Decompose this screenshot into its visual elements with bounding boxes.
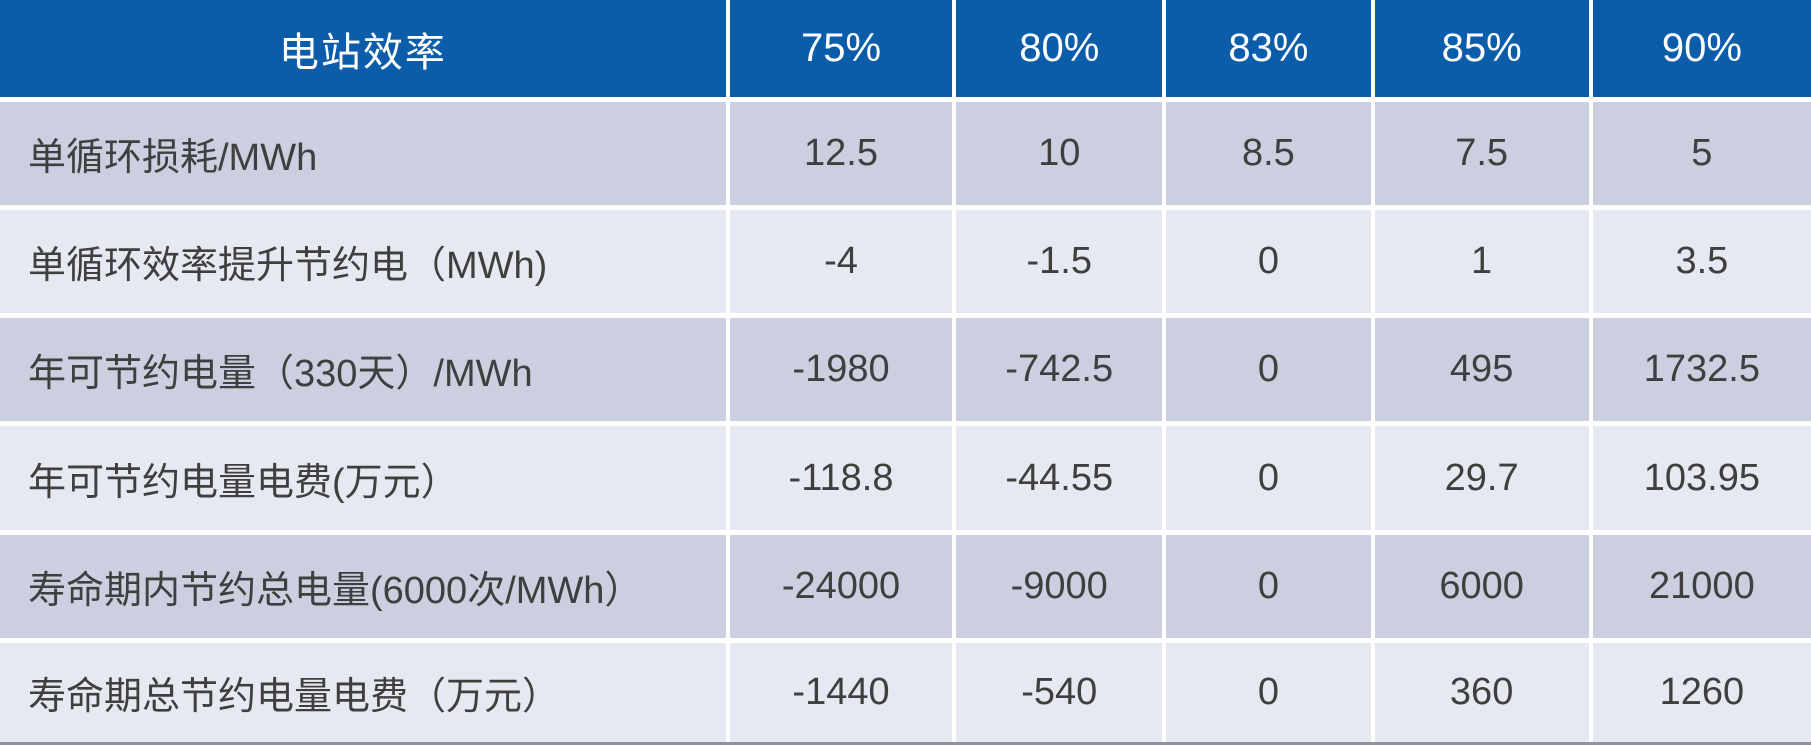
table-row: 寿命期总节约电量电费（万元） -1440 -540 0 360 1260 (0, 642, 1811, 742)
cell: 8.5 (1166, 102, 1375, 211)
cell: 495 (1374, 318, 1593, 427)
row-label: 寿命期内节约总电量(6000次/MWh） (0, 534, 730, 643)
cell: 1 (1374, 210, 1593, 319)
cell: -1440 (729, 642, 957, 742)
table-row: 单循环损耗/MWh 12.5 10 8.5 7.5 5 (0, 102, 1811, 211)
header-row: 电站效率 75% 80% 83% 85% 90% (0, 0, 1811, 102)
cell: -9000 (956, 534, 1167, 643)
cell: -24000 (729, 534, 957, 643)
cell: 103.95 (1592, 426, 1811, 535)
cell: 0 (1166, 534, 1375, 643)
row-label: 寿命期总节约电量电费（万元） (0, 642, 730, 742)
header-col-83: 83% (1166, 0, 1375, 102)
cell: 0 (1166, 426, 1375, 535)
table-body: 单循环损耗/MWh 12.5 10 8.5 7.5 5 单循环效率提升节约电（M… (0, 102, 1811, 742)
cell: -44.55 (956, 426, 1167, 535)
cell: 360 (1374, 642, 1593, 742)
header-title: 电站效率 (0, 0, 730, 102)
table-row: 年可节约电量（330天）/MWh -1980 -742.5 0 495 1732… (0, 318, 1811, 427)
cell: 7.5 (1374, 102, 1593, 211)
cell: 12.5 (729, 102, 957, 211)
table-row: 单循环效率提升节约电（MWh) -4 -1.5 0 1 3.5 (0, 210, 1811, 319)
cell: 6000 (1374, 534, 1593, 643)
cell: -4 (729, 210, 957, 319)
cell: -1.5 (956, 210, 1167, 319)
table-row: 寿命期内节约总电量(6000次/MWh） -24000 -9000 0 6000… (0, 534, 1811, 643)
cell: -118.8 (729, 426, 957, 535)
cell: 3.5 (1592, 210, 1811, 319)
cell: 21000 (1592, 534, 1811, 643)
cell: 10 (956, 102, 1167, 211)
cell: 5 (1592, 102, 1811, 211)
table-header: 电站效率 75% 80% 83% 85% 90% (0, 0, 1811, 102)
cell: -540 (956, 642, 1167, 742)
cell: 29.7 (1374, 426, 1593, 535)
header-col-80: 80% (956, 0, 1167, 102)
cell: 1260 (1592, 642, 1811, 742)
header-col-90: 90% (1592, 0, 1811, 102)
cell: 1732.5 (1592, 318, 1811, 427)
cell: -742.5 (956, 318, 1167, 427)
cell: 0 (1166, 318, 1375, 427)
header-col-85: 85% (1374, 0, 1593, 102)
row-label: 单循环效率提升节约电（MWh) (0, 210, 730, 319)
row-label: 单循环损耗/MWh (0, 102, 730, 211)
cell: 0 (1166, 642, 1375, 742)
row-label: 年可节约电量（330天）/MWh (0, 318, 730, 427)
row-label: 年可节约电量电费(万元） (0, 426, 730, 535)
table-row: 年可节约电量电费(万元） -118.8 -44.55 0 29.7 103.95 (0, 426, 1811, 535)
cell: -1980 (729, 318, 957, 427)
header-col-75: 75% (729, 0, 957, 102)
cell: 0 (1166, 210, 1375, 319)
